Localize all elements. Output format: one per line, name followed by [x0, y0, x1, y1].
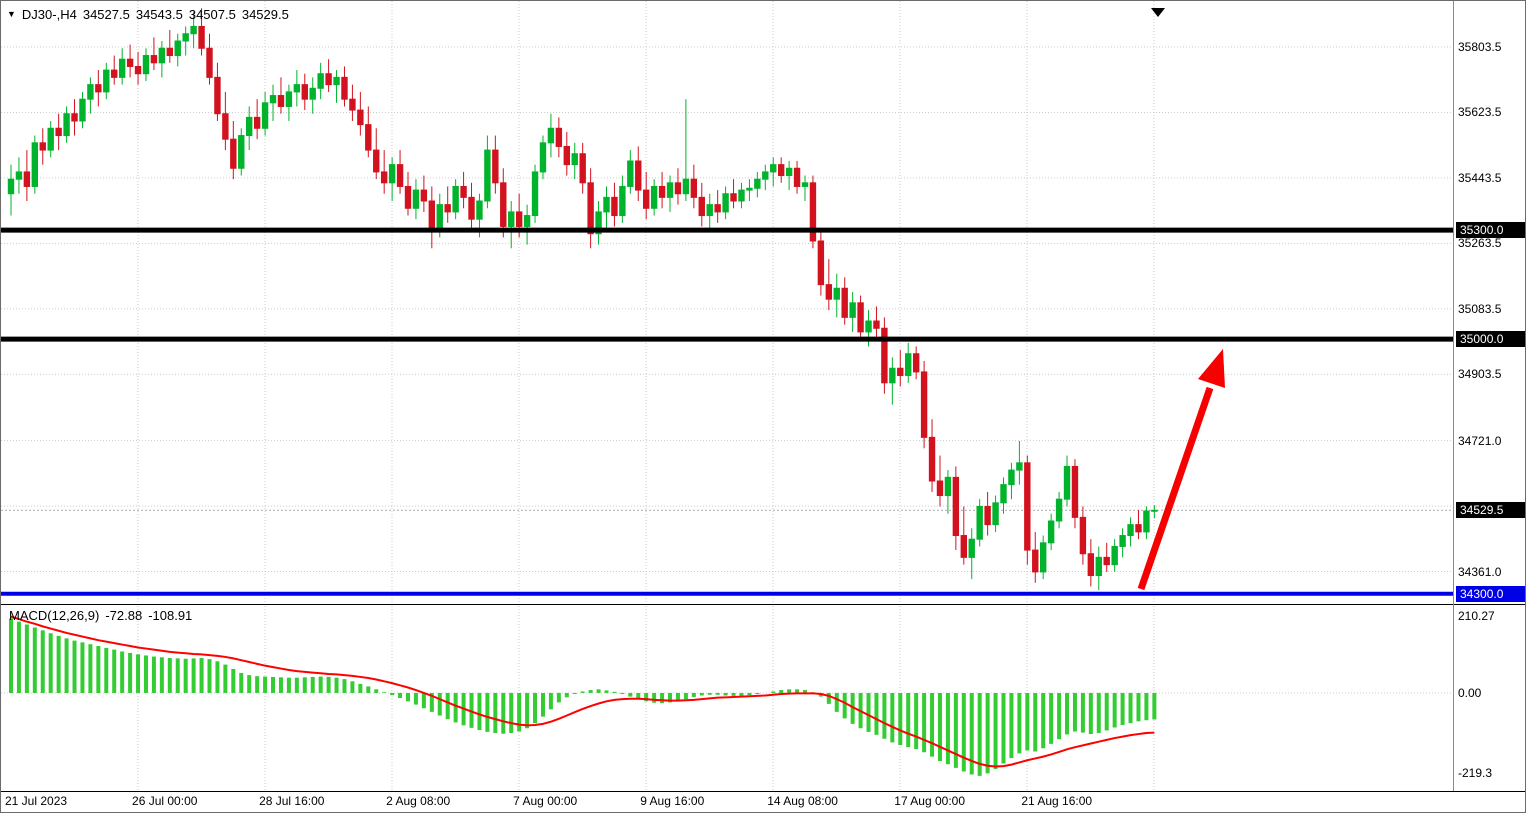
price-axis-label: 35623.5 — [1458, 105, 1502, 120]
time-axis-label: 26 Jul 00:00 — [132, 794, 198, 808]
price-axis-label: 35263.5 — [1458, 236, 1502, 251]
macd-axis-label: 0.00 — [1458, 685, 1482, 700]
time-axis-divider — [1, 791, 1525, 792]
time-axis-label: 21 Jul 2023 — [5, 794, 68, 808]
price-badge-35000.0: 35000.0 — [1456, 331, 1525, 348]
macd-axis: 210.27 0.00 -219.3 — [1456, 1, 1525, 812]
price-axis-border — [1453, 1, 1454, 791]
macd-signal-value: -108.91 — [148, 608, 193, 623]
time-axis-label: 21 Aug 16:00 — [1021, 794, 1093, 808]
macd-indicator-label: MACD(12,26,9) -72.88 -108.91 — [9, 608, 192, 623]
price-badge-34300.0: 34300.0 — [1456, 585, 1525, 602]
macd-main-value: -72.88 — [105, 608, 143, 623]
price-axis-label: 34903.5 — [1458, 367, 1502, 382]
symbol-timeframe-label: DJ30-,H4 — [21, 7, 77, 22]
price-axis-label: 35083.5 — [1458, 301, 1502, 316]
time-axis[interactable]: 21 Jul 2023 26 Jul 00:00 28 Jul 16:00 2 Aug… — [1, 794, 1525, 812]
price-badge-35300.0: 35300.0 — [1456, 222, 1525, 239]
price-axis-label: 35443.5 — [1458, 170, 1502, 185]
macd-histogram — [9, 618, 1157, 776]
chart-shift-icon[interactable] — [1151, 8, 1165, 17]
price-axis[interactable]: 35803.5 35623.5 35443.5 35263.5 35083.5 34903… — [1456, 1, 1525, 791]
price-axis-label: 35803.5 — [1458, 40, 1502, 54]
macd-signal-line — [10, 615, 1155, 768]
time-axis-label: 2 Aug 08:00 — [386, 794, 451, 808]
time-axis-label: 17 Aug 00:00 — [894, 794, 965, 808]
ohlc-open-value: 34527.5 — [82, 7, 130, 22]
support-resistance-lines[interactable] — [1, 227, 1453, 596]
price-badge-34529.5: 34529.5 — [1456, 502, 1525, 519]
macd-axis-label: 210.27 — [1458, 609, 1495, 624]
price-axis-label: 34361.0 — [1458, 564, 1502, 579]
ohlc-high-value: 34543.5 — [135, 7, 183, 22]
macd-name: MACD(12,26,9) — [9, 608, 100, 623]
price-axis-label: 34721.0 — [1458, 433, 1502, 448]
chart-header: ▼ DJ30-,H4 34527.5 34543.5 34507.5 34529… — [7, 7, 289, 22]
time-axis-label: 14 Aug 08:00 — [767, 794, 838, 808]
time-axis-label: 7 Aug 00:00 — [513, 794, 578, 808]
collapse-chart-icon[interactable]: ▼ — [7, 9, 16, 19]
trend-arrow[interactable] — [1137, 349, 1225, 591]
ohlc-low-value: 34507.5 — [188, 7, 236, 22]
panel-divider[interactable] — [1, 604, 1525, 605]
gridlines — [1, 1, 1453, 791]
macd-axis-label: -219.3 — [1458, 765, 1493, 780]
time-axis-label: 9 Aug 16:00 — [640, 794, 705, 808]
ohlc-close-value: 34529.5 — [241, 7, 289, 22]
time-axis-label: 28 Jul 16:00 — [259, 794, 325, 808]
candlestick-series[interactable] — [7, 8, 1158, 591]
